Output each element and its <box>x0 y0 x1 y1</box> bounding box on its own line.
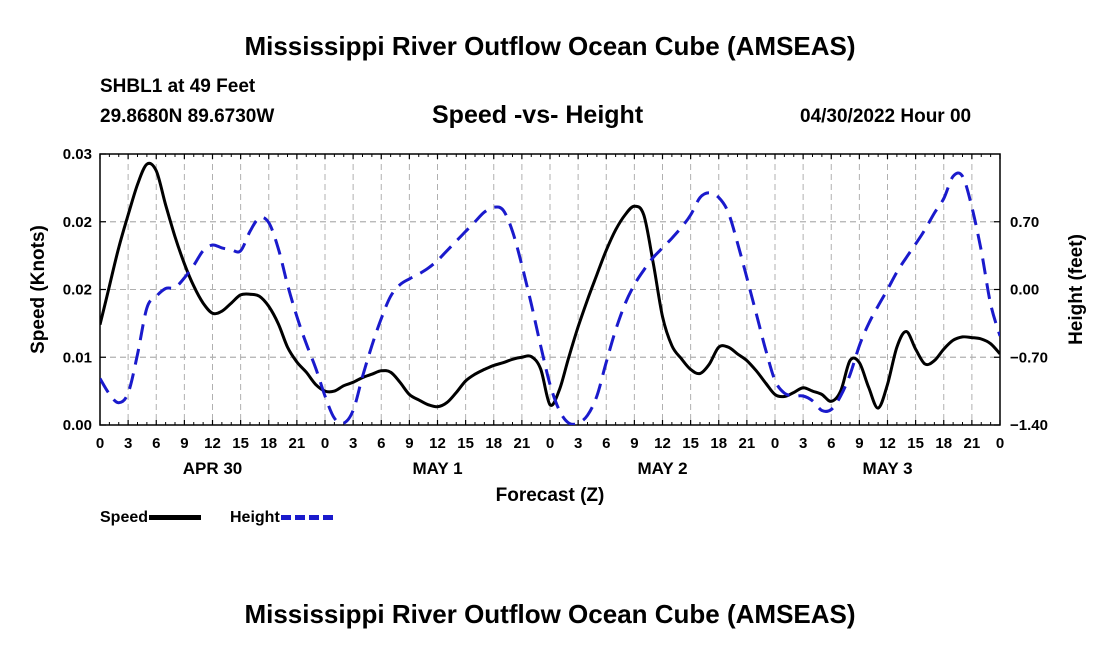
y2-axis-title: Height (feet) <box>1066 234 1087 345</box>
main-title: Mississippi River Outflow Ocean Cube (AM… <box>244 31 856 61</box>
station-label: SHBL1 at 49 Feet <box>100 76 256 97</box>
date-label: APR 30 <box>183 459 243 478</box>
date-label: MAY 2 <box>637 459 687 478</box>
y-axis-title: Speed (Knots) <box>28 225 49 354</box>
repeat-title: Mississippi River Outflow Ocean Cube (AM… <box>244 599 856 629</box>
x-tick-label: 12 <box>654 435 671 452</box>
x-tick-label: 9 <box>405 435 413 452</box>
x-tick-label: 12 <box>879 435 896 452</box>
y2-tick-label: 0.00 <box>1010 282 1039 299</box>
x-tick-label: 0 <box>996 435 1004 452</box>
x-tick-label: 6 <box>602 435 610 452</box>
x-tick-label: 15 <box>457 435 474 452</box>
x-tick-label: 15 <box>907 435 924 452</box>
date-label: MAY 3 <box>862 459 912 478</box>
x-tick-label: 3 <box>574 435 582 452</box>
y-tick-label: 0.02 <box>63 282 92 299</box>
y2-tick-label: −0.70 <box>1010 349 1048 366</box>
coordinates-label: 29.8680N 89.6730W <box>100 106 275 127</box>
run-date-label: 04/30/2022 Hour 00 <box>800 106 972 127</box>
x-tick-label: 3 <box>349 435 357 452</box>
legend-height: Height <box>230 509 333 527</box>
x-tick-label: 0 <box>771 435 779 452</box>
legend-speed: Speed <box>100 509 202 527</box>
chart-title: Speed -vs- Height <box>432 101 644 129</box>
x-tick-label: 0 <box>321 435 329 452</box>
x-tick-label: 9 <box>630 435 638 452</box>
x-tick-label: 18 <box>485 435 502 452</box>
x-tick-label: 3 <box>799 435 807 452</box>
legend-height-swatch <box>280 515 333 521</box>
y-tick-label: 0.00 <box>63 417 92 434</box>
x-tick-label: 21 <box>289 435 306 452</box>
x-tick-label: 9 <box>855 435 863 452</box>
legend-speed-swatch <box>149 515 202 521</box>
x-tick-label: 12 <box>429 435 446 452</box>
x-tick-label: 18 <box>710 435 727 452</box>
x-tick-label: 21 <box>514 435 531 452</box>
y-tick-label: 0.03 <box>63 146 92 163</box>
x-tick-label: 18 <box>260 435 277 452</box>
date-label: MAY 1 <box>412 459 462 478</box>
x-tick-label: 15 <box>232 435 249 452</box>
x-tick-label: 12 <box>204 435 221 452</box>
x-tick-label: 6 <box>152 435 160 452</box>
x-tick-label: 21 <box>964 435 981 452</box>
x-tick-label: 0 <box>546 435 554 452</box>
x-tick-label: 6 <box>377 435 385 452</box>
x-tick-label: 3 <box>124 435 132 452</box>
x-tick-label: 0 <box>96 435 104 452</box>
series-line-speed <box>100 161 1000 410</box>
y-tick-label: 0.01 <box>63 349 92 366</box>
y-tick-label: 0.02 <box>63 214 92 231</box>
y2-tick-label: −1.40 <box>1010 417 1048 434</box>
x-axis-title: Forecast (Z) <box>496 485 605 506</box>
x-tick-label: 18 <box>935 435 952 452</box>
legend-speed-label: Speed <box>100 509 149 526</box>
series-line-height <box>100 171 1000 425</box>
x-tick-label: 21 <box>739 435 756 452</box>
x-tick-label: 9 <box>180 435 188 452</box>
y2-tick-label: 0.70 <box>1010 214 1039 231</box>
x-tick-label: 15 <box>682 435 699 452</box>
legend-height-label: Height <box>230 509 280 526</box>
x-tick-label: 6 <box>827 435 835 452</box>
